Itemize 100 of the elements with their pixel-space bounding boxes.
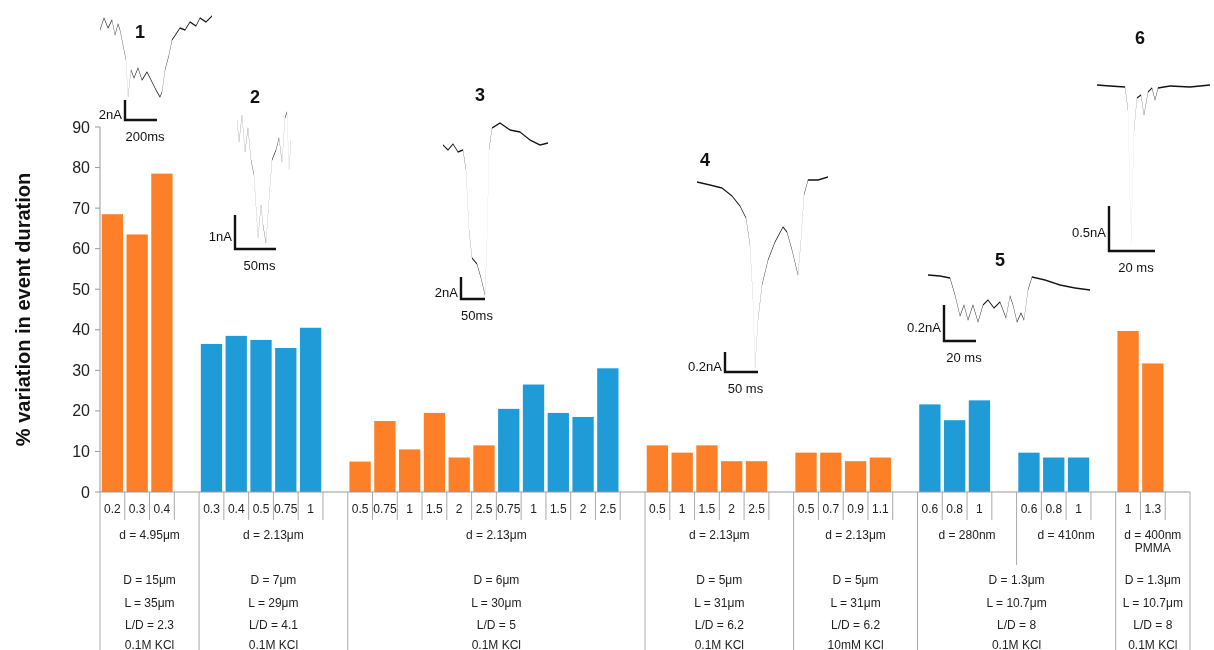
x-tick-label: 1.5 (426, 502, 444, 517)
text: L = 10.7μm (986, 596, 1047, 611)
y-tick-label: 80 (72, 159, 91, 177)
text: 0.1M KCl (248, 638, 299, 650)
y-tick-label: 50 (72, 280, 91, 298)
bar (448, 457, 470, 492)
text: 2nA (98, 106, 123, 122)
bar (275, 348, 297, 492)
text: 0.1M KCl (1128, 638, 1178, 650)
bar (374, 421, 396, 492)
bar (1142, 363, 1164, 492)
text: D = 5μm (832, 573, 879, 588)
bar (1043, 457, 1065, 492)
bar (869, 457, 891, 492)
text: 0.1M KCl (124, 638, 175, 650)
text: 0.1M KCl (991, 638, 1042, 650)
text: d = 2.13μm (466, 528, 527, 543)
y-tick-label: 70 (72, 199, 91, 217)
text: D = 7μm (250, 573, 297, 588)
bar (597, 368, 619, 492)
x-tick-label: 2.5 (599, 502, 617, 517)
bar (299, 327, 322, 492)
text: L = 10.7μm (1122, 596, 1183, 611)
x-tick-label: 0.3 (203, 502, 221, 517)
bar (944, 420, 966, 492)
y-tick-label: 30 (72, 361, 91, 379)
text: L = 30μm (471, 596, 522, 611)
y-tick-label: 40 (72, 321, 91, 339)
text: D = 1.3μm (988, 573, 1045, 588)
bar (250, 339, 272, 492)
x-tick-label: 0.75 (274, 502, 298, 517)
text: d = 2.13μm (825, 528, 886, 543)
x-tick-label: 0.8 (946, 502, 964, 517)
annotation: 200ms (125, 128, 165, 144)
x-tick-label: 2 (728, 502, 736, 517)
bar (721, 461, 743, 492)
x-tick-label: 1 (976, 502, 984, 517)
text: 0.1M KCl (471, 638, 522, 650)
x-tick-label: 0.4 (227, 502, 245, 517)
text: d = 4.95μm (119, 528, 180, 543)
bar (522, 384, 545, 492)
annotation: 2nA (434, 284, 459, 300)
annotation: 0.2nA (688, 358, 723, 374)
x-tick-label: 0.3 (128, 502, 146, 517)
text: L = 29μm (248, 596, 299, 611)
bar (200, 343, 223, 492)
text: 3 (474, 85, 486, 105)
text: L = 31μm (830, 596, 881, 611)
x-tick-label: 0.7 (822, 502, 840, 517)
x-tick-label: 1.1 (872, 502, 889, 517)
x-tick-label: 0.5 (351, 502, 369, 517)
annotation: 5 (994, 250, 1006, 270)
x-tick-label: 0.5 (797, 502, 815, 517)
text: L/D = 4.1 (248, 618, 299, 633)
text: L/D = 5 (476, 618, 517, 633)
annotation: 4 (699, 150, 711, 170)
bar (1018, 452, 1040, 492)
annotation: 50ms (461, 307, 494, 323)
text: d = 2.13μm (689, 528, 750, 543)
x-tick-label: 0.5 (649, 502, 667, 517)
annotation: 50ms (243, 257, 276, 273)
x-tick-label: 1 (1124, 502, 1132, 517)
bar (671, 452, 693, 492)
y-tick-label: 90 (72, 118, 91, 136)
text: 6 (1134, 28, 1146, 48)
x-tick-label: 1 (530, 502, 538, 517)
x-tick-label: 1.5 (549, 502, 567, 517)
bar (1117, 330, 1139, 492)
bar (423, 412, 446, 492)
x-tick-label: 0.75 (373, 502, 397, 517)
x-tick-label: 2 (455, 502, 463, 517)
bar (473, 445, 495, 492)
x-tick-label: 0.6 (921, 502, 939, 517)
bar (844, 461, 867, 492)
text: L/D = 2.3 (125, 618, 175, 633)
x-tick-label: 1 (406, 502, 414, 517)
x-tick-label: 0.6 (1020, 502, 1038, 517)
x-tick-label: 0.9 (847, 502, 865, 517)
annotation: 1nA (208, 228, 233, 244)
text: d = 2.13μm (243, 528, 304, 543)
text: 10mM KCl (827, 638, 884, 650)
text: D = 6μm (473, 573, 520, 588)
bar (795, 452, 817, 492)
bar (820, 452, 842, 492)
bar (745, 461, 768, 492)
x-tick-label: 1 (678, 502, 686, 517)
text: 1 (134, 22, 146, 42)
x-tick-label: 0.2 (104, 502, 122, 517)
text: L = 35μm (124, 596, 175, 611)
annotation: 20 ms (1118, 259, 1155, 275)
x-tick-label: 2.5 (748, 502, 766, 517)
bar (646, 445, 669, 492)
x-tick-label: 1 (1075, 502, 1083, 517)
bar (547, 412, 569, 492)
text: d = 280nm (938, 528, 996, 543)
bar (151, 173, 173, 492)
bar (225, 335, 247, 492)
x-tick-label: 2.5 (475, 502, 493, 517)
y-tick-label: 60 (72, 240, 91, 258)
bar (498, 408, 520, 492)
